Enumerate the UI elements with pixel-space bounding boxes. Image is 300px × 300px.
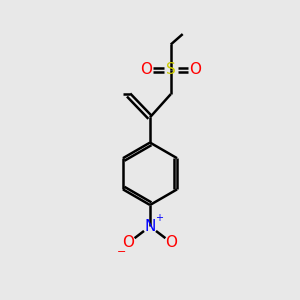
Text: O: O bbox=[123, 235, 135, 250]
Text: N: N bbox=[144, 219, 156, 234]
Text: −: − bbox=[116, 247, 126, 256]
Text: S: S bbox=[166, 62, 176, 77]
Text: O: O bbox=[140, 62, 152, 77]
Text: O: O bbox=[165, 235, 177, 250]
Text: O: O bbox=[189, 62, 201, 77]
Text: +: + bbox=[155, 213, 164, 223]
